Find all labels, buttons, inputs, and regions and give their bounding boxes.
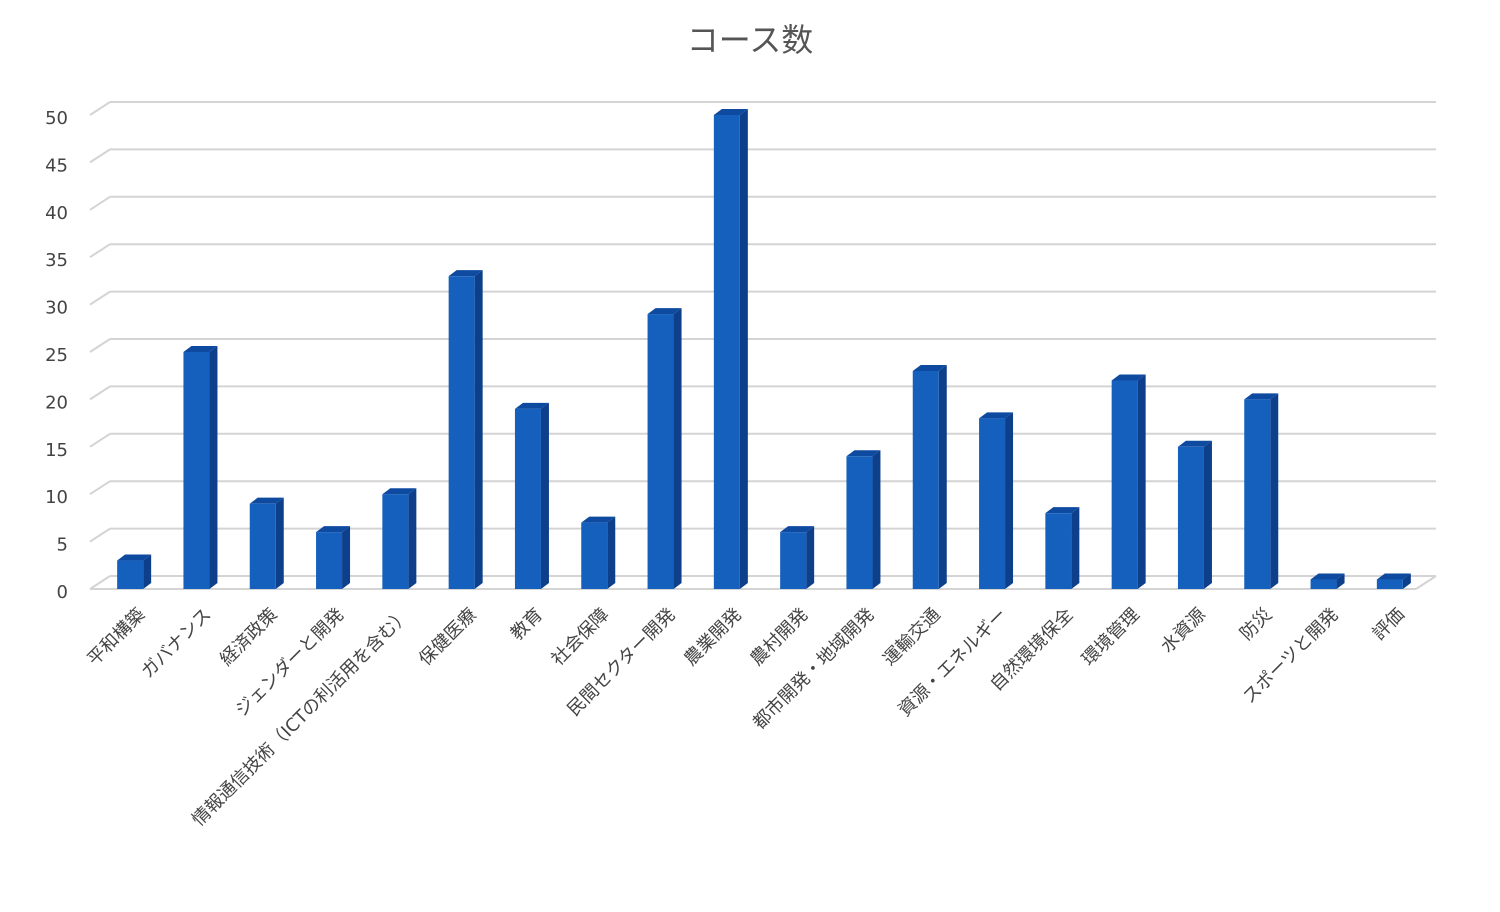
bar-top bbox=[1310, 573, 1345, 580]
x-tick-label: 保健医療 bbox=[415, 604, 481, 670]
bar-top bbox=[581, 516, 616, 523]
bar-top bbox=[1111, 374, 1146, 381]
bar-top bbox=[846, 450, 881, 457]
x-tick-label: 防災 bbox=[1236, 604, 1276, 644]
x-tick-label: 社会保障 bbox=[548, 604, 614, 670]
bar-side bbox=[474, 270, 483, 589]
bar-top bbox=[647, 308, 682, 315]
grid-line bbox=[89, 101, 111, 116]
bar bbox=[382, 494, 409, 589]
bar-top bbox=[1045, 507, 1080, 514]
bar bbox=[979, 418, 1006, 589]
bar-top bbox=[979, 412, 1014, 419]
grid-line bbox=[89, 195, 111, 211]
bar bbox=[1111, 380, 1138, 589]
bar bbox=[249, 503, 276, 589]
y-tick-label: 30 bbox=[45, 298, 68, 319]
x-tick-label: 農業開発 bbox=[680, 604, 746, 670]
y-tick-label: 15 bbox=[45, 440, 68, 461]
bar-side bbox=[1137, 374, 1146, 589]
bar bbox=[448, 276, 475, 589]
x-axis-floor bbox=[1415, 575, 1437, 590]
bar-side bbox=[1071, 507, 1080, 589]
bar-top bbox=[912, 364, 947, 371]
bar bbox=[713, 115, 740, 589]
grid-line bbox=[89, 480, 111, 496]
bar-side bbox=[673, 308, 682, 589]
x-tick-label: 経済政策 bbox=[216, 604, 282, 670]
x-tick-label: 農村開発 bbox=[746, 604, 812, 670]
bar-side bbox=[540, 402, 549, 589]
bar-side bbox=[1203, 440, 1212, 589]
x-tick-label: 平和構築 bbox=[83, 604, 149, 670]
bar-side bbox=[938, 364, 947, 589]
bar-side bbox=[143, 554, 152, 589]
bar bbox=[581, 522, 608, 589]
y-tick-label: 50 bbox=[45, 108, 68, 129]
bar bbox=[780, 532, 807, 589]
bar-side bbox=[872, 450, 881, 589]
bar bbox=[846, 456, 873, 589]
y-tick-label: 10 bbox=[45, 487, 68, 508]
bar bbox=[1244, 399, 1271, 589]
bar-top bbox=[316, 526, 351, 533]
bar-side bbox=[408, 488, 417, 589]
bar-side bbox=[342, 526, 351, 589]
bar-top bbox=[514, 402, 549, 409]
bar-side bbox=[1270, 393, 1279, 589]
y-tick-label: 40 bbox=[45, 203, 68, 224]
bar bbox=[1045, 513, 1072, 589]
grid-line bbox=[89, 243, 111, 259]
bar-side bbox=[1336, 573, 1345, 589]
bar-top bbox=[382, 488, 417, 495]
x-tick-label: 水資源 bbox=[1157, 604, 1210, 657]
bar bbox=[117, 560, 144, 589]
grid-line bbox=[89, 385, 111, 401]
y-tick-label: 0 bbox=[57, 582, 68, 603]
x-tick-label: 教育 bbox=[507, 604, 547, 644]
y-tick-label: 20 bbox=[45, 392, 68, 413]
x-tick-label: ガバナンス bbox=[137, 604, 215, 682]
bar-top bbox=[249, 497, 284, 504]
y-tick-label: 35 bbox=[45, 250, 68, 271]
grid-line bbox=[89, 575, 111, 590]
grid-line bbox=[89, 148, 111, 164]
x-tick-label: 評価 bbox=[1369, 604, 1409, 644]
grid-line bbox=[89, 432, 111, 448]
bar-side bbox=[209, 346, 218, 589]
bar bbox=[316, 532, 343, 589]
bar-top bbox=[117, 554, 152, 561]
bar-side bbox=[1402, 573, 1411, 589]
y-tick-label: 5 bbox=[57, 535, 68, 556]
bar-top bbox=[1376, 573, 1411, 580]
bar bbox=[183, 352, 210, 589]
bar bbox=[912, 370, 939, 589]
bar bbox=[647, 314, 674, 589]
bar-side bbox=[739, 109, 748, 589]
y-tick-label: 45 bbox=[45, 155, 68, 176]
bar bbox=[1177, 446, 1204, 589]
x-tick-label: 都市開発・地域開発 bbox=[749, 604, 878, 733]
chart-title: コース数 bbox=[687, 21, 813, 59]
bar-top bbox=[448, 270, 483, 277]
bar-side bbox=[806, 526, 815, 589]
bar-top bbox=[713, 109, 748, 115]
grid-line bbox=[89, 527, 111, 543]
bar bbox=[1376, 579, 1403, 589]
bar-side bbox=[1005, 412, 1014, 589]
bar-top bbox=[780, 526, 815, 533]
bar-side bbox=[607, 516, 616, 589]
y-tick-label: 25 bbox=[45, 345, 68, 366]
bar-top bbox=[1177, 440, 1212, 447]
x-tick-label: 環境管理 bbox=[1078, 604, 1144, 670]
bar bbox=[1310, 579, 1337, 589]
bar-side bbox=[275, 497, 284, 589]
bar-top bbox=[1244, 393, 1279, 400]
bar bbox=[514, 408, 541, 589]
bar-top bbox=[183, 346, 218, 352]
x-tick-label: 運輸交通 bbox=[879, 604, 945, 670]
grid-line bbox=[89, 290, 111, 306]
grid-line bbox=[89, 338, 111, 353]
